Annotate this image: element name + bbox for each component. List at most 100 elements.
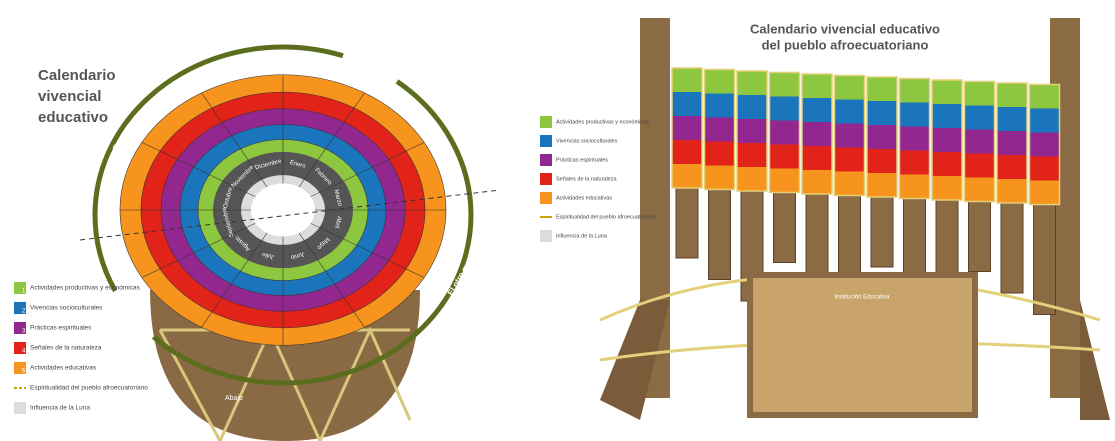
bar-stripe	[964, 177, 995, 202]
bar-stripe	[737, 143, 767, 167]
bar-stripe	[964, 129, 995, 154]
legend-number: 3	[22, 329, 26, 335]
legend-number: 2	[22, 309, 26, 315]
month-label: Junio	[289, 250, 305, 260]
tube	[773, 182, 796, 263]
bar-stripe	[704, 141, 735, 166]
tube	[708, 179, 731, 280]
bar-outline	[996, 82, 1028, 204]
tube	[1000, 192, 1024, 294]
legend-swatch	[540, 135, 552, 147]
month-label: Julio	[261, 250, 275, 259]
tube	[805, 183, 829, 285]
bar-stripe	[964, 105, 995, 130]
world-arrow	[92, 44, 474, 386]
bar-stripe	[737, 119, 767, 143]
legend-text: Vivencias socioculturales	[30, 305, 103, 312]
bar-stripe	[834, 171, 865, 196]
legend-swatch	[14, 342, 26, 354]
bar-outline	[931, 79, 963, 201]
bar-stripe	[997, 107, 1027, 131]
bar-stripe	[899, 126, 930, 151]
bar-stripe	[672, 164, 702, 188]
bar-stripe	[1029, 156, 1060, 181]
bar-stripe	[802, 98, 832, 122]
center	[251, 183, 315, 237]
legend-swatch	[14, 362, 26, 374]
bar-stripe	[867, 173, 897, 197]
brace	[600, 300, 1110, 420]
legend-swatch	[14, 302, 26, 314]
bar-outline	[1028, 83, 1061, 206]
legend-text: Actividades educativas	[30, 365, 97, 372]
legend-swatch	[14, 282, 26, 294]
bar-stripe	[899, 78, 930, 103]
bar-stripe	[737, 95, 767, 119]
legend: Actividades productivas y económicas Vive…	[540, 116, 656, 242]
legend-swatch	[540, 230, 552, 242]
bar-stripe	[672, 68, 702, 92]
legend-swatch	[14, 402, 26, 414]
bar-outline	[963, 80, 996, 203]
bar-stripe	[997, 131, 1027, 155]
divider	[310, 142, 425, 197]
sign-text: Institución Educativa	[834, 295, 890, 301]
divider	[201, 232, 268, 328]
legend-text: Vivencias socioculturales	[556, 138, 618, 144]
month-label: Enero	[289, 160, 307, 170]
legend-text: Señales de la naturaleza	[556, 176, 617, 182]
bar-stripe	[834, 75, 865, 100]
legend-swatch	[540, 192, 552, 204]
tube	[870, 186, 894, 268]
month-label: Marzo	[332, 189, 342, 207]
bar-stripe	[672, 140, 702, 164]
bar-stripe	[802, 170, 832, 194]
bar-stripe	[672, 116, 702, 140]
bar-outline	[703, 68, 736, 191]
bar-stripe	[1029, 84, 1060, 109]
legend: 1 Actividades productivas y económicas 2 Vi…	[14, 282, 148, 414]
bar-stripe	[1029, 108, 1060, 133]
bar-stripe	[932, 80, 962, 104]
title: Calendario vivencial educativo	[750, 21, 940, 36]
divider	[141, 223, 256, 278]
bar-stripe	[704, 117, 735, 142]
bar-stripe	[802, 74, 832, 98]
legend-text: Influencia de la Luna	[30, 405, 90, 412]
bar-stripe	[704, 93, 735, 118]
bar-stripe	[672, 92, 702, 116]
legend-swatch	[540, 116, 552, 128]
legend-number: 5	[22, 369, 26, 375]
legend-text: Espiritualidad del pueblo afroecuatorian…	[30, 385, 148, 392]
legend-text: Influencia de la Luna	[556, 233, 608, 239]
bar-stripe	[899, 150, 930, 175]
legend-text: Prácticas espirituales	[556, 157, 608, 163]
title: vivencial	[38, 88, 101, 105]
bar-stripe	[899, 102, 930, 127]
bar-stripe	[769, 72, 800, 97]
bar-stripe	[899, 174, 930, 199]
bar-stripe	[964, 81, 995, 106]
bar-outline	[736, 70, 768, 192]
month-label: Octubre	[223, 186, 234, 209]
bar-stripe	[1029, 180, 1060, 205]
bar-stripe	[802, 122, 832, 146]
legend-number: 1	[22, 289, 26, 295]
sign-board	[747, 272, 978, 418]
bar-stripe	[932, 128, 962, 152]
legend-text: Prácticas espirituales	[30, 325, 92, 332]
bar-stripe	[737, 71, 767, 95]
tube	[675, 177, 699, 259]
legend-text: Espiritualidad del pueblo afroecuatorian…	[556, 214, 656, 220]
bar-stripe	[932, 104, 962, 128]
divider	[141, 142, 256, 197]
bar-stripe	[997, 179, 1027, 203]
calendar-wheel	[119, 74, 447, 346]
bar-stripe	[769, 120, 800, 145]
bar-outline	[801, 73, 833, 195]
bar-stripe	[834, 123, 865, 148]
bar-outline	[768, 71, 801, 194]
bar-stripe	[1029, 132, 1060, 157]
bar-outline	[898, 77, 931, 200]
